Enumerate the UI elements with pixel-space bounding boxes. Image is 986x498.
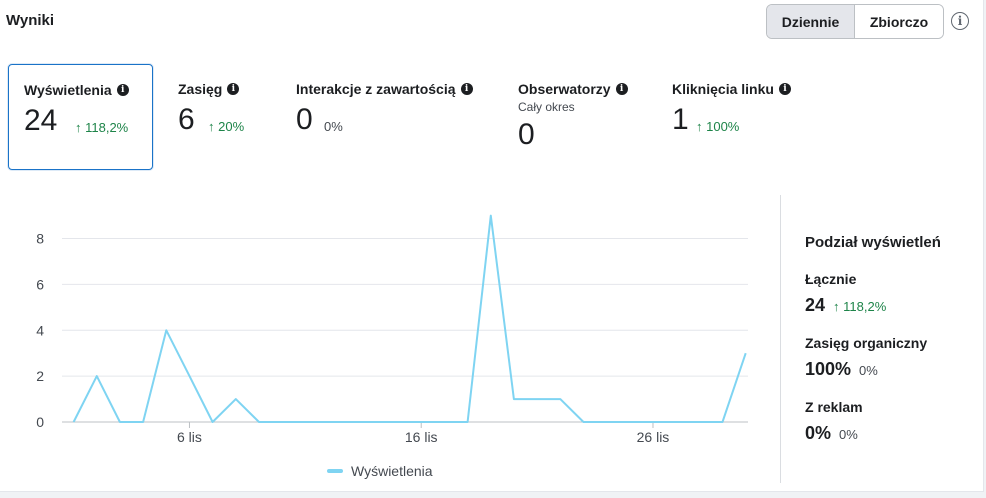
metric-value: 1 bbox=[672, 103, 689, 136]
info-icon[interactable]: i bbox=[460, 83, 473, 95]
view-toggle: Dziennie Zbiorczo bbox=[766, 4, 944, 39]
metric-label: Kliknięcia linku bbox=[672, 81, 774, 97]
y-tick-label: 6 bbox=[36, 276, 44, 292]
y-tick-label: 8 bbox=[36, 231, 44, 247]
legend-swatch bbox=[327, 469, 343, 473]
metric-sublabel: Cały okres bbox=[518, 100, 575, 114]
legend-label: Wyświetlenia bbox=[351, 463, 433, 479]
metric-label: Zasięg bbox=[178, 81, 223, 97]
cumulative-toggle-button[interactable]: Zbiorczo bbox=[855, 5, 943, 38]
info-circle-icon[interactable]: i bbox=[951, 12, 969, 30]
breakdown-ads-value: 0% bbox=[805, 423, 832, 443]
metric-value: 0 bbox=[518, 118, 535, 151]
metric-label: Interakcje z zawartością bbox=[296, 81, 456, 97]
y-tick-label: 0 bbox=[36, 414, 44, 430]
metric-value: 24 bbox=[24, 104, 58, 137]
metric-card-views[interactable]: Wyświetlenia i 24 ↑ 118,2% bbox=[8, 64, 153, 170]
metric-label: Wyświetlenia bbox=[24, 82, 112, 98]
x-tick-label: 16 lis bbox=[405, 429, 438, 445]
breakdown-organic-change: 0% bbox=[859, 363, 878, 378]
metric-change: ↑ 20% bbox=[208, 119, 245, 134]
breakdown-total-value: 24 bbox=[805, 295, 826, 315]
breakdown-total-label: Łącznie bbox=[805, 271, 857, 287]
views-line-chart: 0 2 4 6 8 6 lis 16 lis 26 lis bbox=[36, 214, 748, 445]
daily-toggle-button[interactable]: Dziennie bbox=[767, 5, 855, 38]
breakdown-ads-label: Z reklam bbox=[805, 399, 863, 415]
breakdown-organic: 100% 0% bbox=[805, 359, 878, 380]
breakdown-ads: 0% 0% bbox=[805, 423, 858, 444]
info-icon[interactable]: i bbox=[615, 83, 628, 95]
info-icon[interactable]: i bbox=[778, 83, 791, 95]
metric-value: 6 bbox=[178, 103, 195, 136]
divider bbox=[780, 195, 781, 483]
x-tick-label: 6 lis bbox=[177, 429, 202, 445]
y-tick-label: 2 bbox=[36, 368, 44, 384]
section-title: Wyniki bbox=[6, 12, 55, 29]
info-icon[interactable]: i bbox=[227, 83, 240, 95]
breakdown-organic-label: Zasięg organiczny bbox=[805, 335, 928, 351]
metric-change: ↑ 118,2% bbox=[75, 120, 129, 135]
metric-card-reach[interactable]: Zasięg i 6 ↑ 20% bbox=[170, 64, 280, 170]
metric-card-link-clicks[interactable]: Kliknięcia linku i 1 ↑ 100% bbox=[664, 64, 814, 170]
metric-change: 0% bbox=[324, 119, 343, 134]
breakdown-title: Podział wyświetleń bbox=[805, 234, 941, 251]
series-line bbox=[72, 214, 747, 423]
metric-label: Obserwatorzy bbox=[518, 81, 611, 97]
info-icon[interactable]: i bbox=[116, 84, 129, 96]
breakdown-ads-change: 0% bbox=[839, 427, 858, 442]
y-tick-label: 4 bbox=[36, 322, 44, 338]
x-tick-label: 26 lis bbox=[637, 429, 670, 445]
metric-value: 0 bbox=[296, 103, 313, 136]
metric-change: ↑ 100% bbox=[696, 119, 740, 134]
metric-card-followers[interactable]: Obserwatorzy i Cały okres 0 bbox=[510, 64, 650, 170]
breakdown-total: 24 ↑ 118,2% bbox=[805, 295, 886, 316]
chart-legend: Wyświetlenia bbox=[327, 463, 433, 479]
breakdown-total-change: ↑ 118,2% bbox=[833, 299, 887, 314]
breakdown-organic-value: 100% bbox=[805, 359, 852, 379]
metric-card-engagement[interactable]: Interakcje z zawartością i 0 0% bbox=[288, 64, 493, 170]
